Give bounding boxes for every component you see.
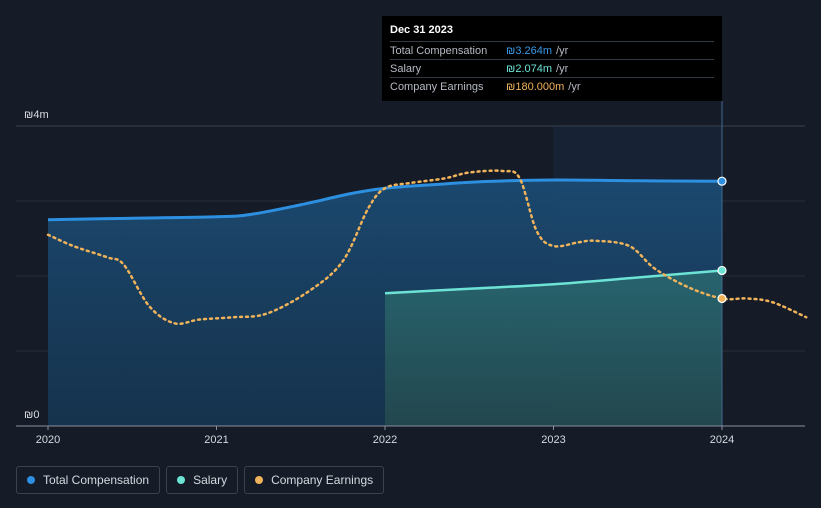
tooltip: Dec 31 2023 Total Compensation ₪3.264m /… [382,16,722,101]
legend-total-compensation[interactable]: Total Compensation [16,466,161,494]
legend-company-earnings[interactable]: Company Earnings [244,466,385,494]
tooltip-value: ₪180.000m [506,80,565,93]
x-tick-label: 2023 [541,434,565,446]
tooltip-value: ₪3.264m [506,44,553,57]
tooltip-label: Total Compensation [390,44,488,57]
salary-marker [717,265,727,276]
legend-label: Company Earnings [271,473,374,487]
legend-dot-icon [177,476,186,484]
total-compensation-marker [717,176,727,186]
tooltip-label: Company Earnings [390,80,484,93]
tooltip-date: Dec 31 2023 [390,24,453,36]
x-tick-label: 2021 [204,434,228,446]
y-axis-label-top: ₪4m [24,109,49,121]
legend-salary[interactable]: Salary [166,466,239,494]
legend-label: Total Compensation [43,473,150,487]
tooltip-label: Salary [390,62,422,75]
x-tick-label: 2022 [373,434,397,446]
tooltip-row-total: Total Compensation ₪3.264m /yr [390,41,714,59]
tooltip-row-salary: Salary ₪2.074m /yr [390,59,714,77]
x-axis-ticks: 2020 2021 2022 2023 2024 [36,426,734,446]
company-earnings-line [46,169,808,326]
legend-dot-icon [255,476,264,484]
tooltip-row-earnings: Company Earnings ₪180.000m /yr [390,77,714,95]
legend-label: Salary [193,473,228,487]
tooltip-unit: /yr [556,62,569,75]
company-earnings-marker [717,293,727,304]
legend-dot-icon [27,476,35,484]
tooltip-unit: /yr [556,44,569,57]
tooltip-unit: /yr [568,80,581,93]
legend: Total Compensation Salary Company Earnin… [16,466,385,494]
salary-area [385,270,722,426]
y-axis-label-bottom: ₪0 [24,409,39,421]
tooltip-value: ₪2.074m [506,62,553,75]
x-tick-label: 2020 [36,434,60,446]
total-compensation-line [47,178,723,222]
x-tick-label: 2024 [710,434,734,446]
